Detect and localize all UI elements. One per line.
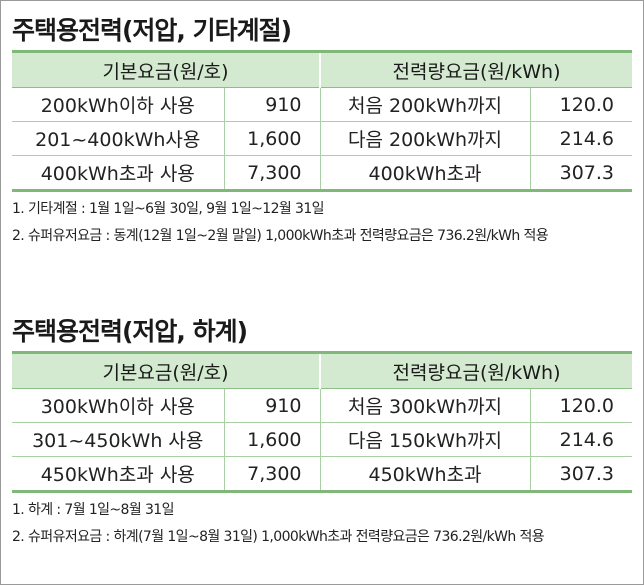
base-usage-label: 450kWh초과 사용 [40, 464, 195, 486]
rate-section-summer: 주택용전력(저압, 하계) 기본요금(원/호) 전력량요금(원/kWh) 300… [12, 313, 633, 551]
energy-rate-value: 214.6 [529, 422, 633, 457]
footnote: 1. 기타계절 : 1월 1일~6월 30일, 9월 1일~12월 31일 [12, 201, 325, 217]
footnotes: 1. 하계 : 7월 1일~8월 31일 2. 슈퍼유저요금 : 하계(7월 1… [12, 497, 632, 551]
base-fee-value: 910 [223, 388, 321, 423]
energy-rate-value: 307.3 [529, 456, 633, 492]
table-header-row: 기본요금(원/호) 전력량요금(원/kWh) [12, 352, 633, 389]
energy-tier-label: 처음 300kWh까지 [319, 388, 531, 423]
section-title: 주택용전력(저압, 기타계절) [12, 16, 292, 45]
table-row: 201~400kWh사용 1,600 다음 200kWh까지 214.6 [12, 121, 633, 156]
energy-tier-label: 다음 200kWh까지 [319, 121, 531, 156]
energy-tier-label: 처음 200kWh까지 [319, 87, 531, 122]
footnotes: 1. 기타계절 : 1월 1일~6월 30일, 9월 1일~12월 31일 2.… [12, 196, 632, 250]
base-fee-value: 910 [223, 87, 321, 122]
header-energy-rate: 전력량요금(원/kWh) [319, 51, 633, 88]
rate-table: 기본요금(원/호) 전력량요금(원/kWh) 300kWh이하 사용 910 처… [12, 351, 633, 493]
base-fee-value: 7,300 [223, 456, 321, 492]
table-row: 400kWh초과 사용 7,300 400kWh초과 307.3 [12, 155, 633, 191]
header-base-fee: 기본요금(원/호) [12, 352, 321, 389]
header-energy-rate: 전력량요금(원/kWh) [319, 352, 633, 389]
section-title: 주택용전력(저압, 하계) [12, 317, 248, 346]
rate-section-other-seasons: 주택용전력(저압, 기타계절) 기본요금(원/호) 전력량요금(원/kWh) 2… [12, 12, 633, 250]
table-row: 200kWh이하 사용 910 처음 200kWh까지 120.0 [12, 87, 633, 122]
base-fee-value: 1,600 [223, 121, 321, 156]
table-row: 300kWh이하 사용 910 처음 300kWh까지 120.0 [12, 388, 633, 423]
energy-rate-value: 307.3 [529, 155, 633, 191]
energy-tier-label: 400kWh초과 [319, 155, 531, 191]
energy-tier-label: 다음 150kWh까지 [319, 422, 531, 457]
energy-rate-value: 214.6 [529, 121, 633, 156]
energy-tier-label: 450kWh초과 [319, 456, 531, 492]
base-usage-label: 200kWh이하 사용 [12, 87, 224, 122]
base-fee-value: 7,300 [223, 155, 321, 191]
table-row: 450kWh초과 사용 7,300 450kWh초과 307.3 [12, 456, 633, 492]
rate-table: 기본요금(원/호) 전력량요금(원/kWh) 200kWh이하 사용 910 처… [12, 50, 633, 192]
base-fee-value: 1,600 [223, 422, 321, 457]
header-base-fee: 기본요금(원/호) [12, 51, 321, 88]
footnote: 1. 하계 : 7월 1일~8월 31일 [12, 502, 174, 518]
energy-rate-value: 120.0 [529, 87, 633, 122]
footnote: 2. 슈퍼유저요금 : 하계(7월 1일~8월 31일) 1,000kWh초과 … [12, 529, 545, 545]
table-header-row: 기본요금(원/호) 전력량요금(원/kWh) [12, 51, 633, 88]
footnote: 2. 슈퍼유저요금 : 동계(12월 1일~2월 말일) 1,000kWh초과 … [12, 228, 549, 244]
base-usage-label: 400kWh초과 사용 [40, 163, 195, 185]
base-usage-label: 301~450kWh 사용 [12, 422, 224, 457]
base-usage-label: 300kWh이하 사용 [12, 388, 224, 423]
table-row: 301~450kWh 사용 1,600 다음 150kWh까지 214.6 [12, 422, 633, 457]
base-usage-label: 201~400kWh사용 [12, 121, 224, 156]
energy-rate-value: 120.0 [529, 388, 633, 423]
